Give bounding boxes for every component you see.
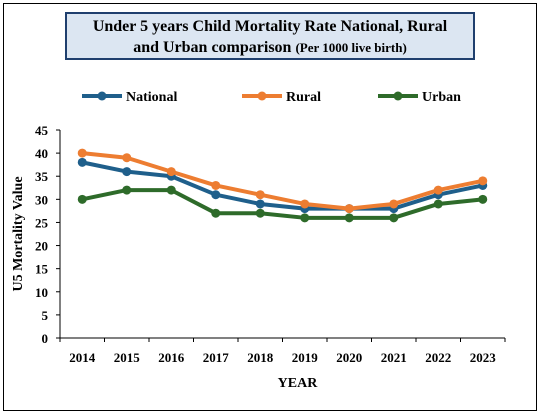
- data-point-national: [255, 199, 265, 209]
- y-tick-label: 45: [35, 123, 49, 138]
- y-tick-label: 35: [35, 169, 49, 184]
- chart-title-line1: Under 5 years Child Mortality Rate Natio…: [92, 18, 448, 35]
- data-point-rural: [433, 185, 443, 195]
- data-point-urban: [478, 194, 488, 204]
- data-point-rural: [166, 167, 176, 177]
- series-line-rural: [80, 151, 485, 211]
- x-tick-label: 2020: [336, 350, 362, 365]
- y-tick-label: 10: [35, 285, 48, 300]
- data-point-urban: [300, 213, 310, 223]
- data-point-urban: [389, 213, 399, 223]
- data-point-rural: [389, 199, 399, 209]
- series-line-national: [80, 160, 485, 211]
- x-tick-label: 2018: [247, 350, 274, 365]
- chart-title-box: Under 5 years Child Mortality Rate Natio…: [65, 12, 475, 60]
- series-line-urban: [80, 188, 485, 220]
- y-tick-label: 5: [42, 308, 49, 323]
- data-point-urban: [122, 185, 132, 195]
- data-point-rural: [344, 204, 354, 214]
- data-point-rural: [77, 148, 87, 158]
- y-tick-label: 0: [42, 331, 49, 346]
- data-point-rural: [211, 180, 221, 190]
- legend-label-national: National: [126, 90, 177, 105]
- x-tick-label: 2014: [69, 350, 96, 365]
- y-tick-label: 15: [35, 262, 49, 277]
- chart-frame: [3, 3, 537, 411]
- x-tick-label: 2022: [425, 350, 451, 365]
- legend-marker-rural: [257, 91, 267, 101]
- y-tick-label: 30: [35, 192, 48, 207]
- x-tick-label: 2017: [203, 350, 230, 365]
- x-tick-label: 2023: [470, 350, 497, 365]
- data-point-urban: [433, 199, 443, 209]
- x-tick-label: 2019: [292, 350, 319, 365]
- legend-marker-national: [97, 91, 107, 101]
- x-tick-label: 2016: [158, 350, 185, 365]
- data-point-rural: [255, 190, 265, 200]
- data-point-urban: [211, 208, 221, 218]
- y-tick-label: 25: [35, 215, 49, 230]
- data-point-urban: [344, 213, 354, 223]
- chart-title-note: (Per 1000 live birth): [295, 40, 407, 55]
- x-tick-label: 2021: [381, 350, 407, 365]
- legend-marker-urban: [393, 91, 403, 101]
- x-axis-title: YEAR: [278, 376, 319, 391]
- y-axis-title: U5 Mortality Value: [11, 176, 26, 291]
- chart-title-line2: and Urban comparison: [133, 39, 292, 56]
- data-point-urban: [255, 208, 265, 218]
- data-point-rural: [122, 153, 132, 163]
- data-point-rural: [478, 176, 488, 186]
- data-point-urban: [166, 185, 176, 195]
- data-point-urban: [77, 194, 87, 204]
- y-tick-label: 20: [35, 239, 48, 254]
- legend-label-urban: Urban: [422, 90, 461, 105]
- data-point-national: [77, 157, 87, 167]
- data-point-national: [122, 167, 132, 177]
- data-point-national: [211, 190, 221, 200]
- y-tick-label: 40: [35, 146, 48, 161]
- x-tick-label: 2015: [114, 350, 141, 365]
- data-point-rural: [300, 199, 310, 209]
- legend-label-rural: Rural: [286, 90, 321, 105]
